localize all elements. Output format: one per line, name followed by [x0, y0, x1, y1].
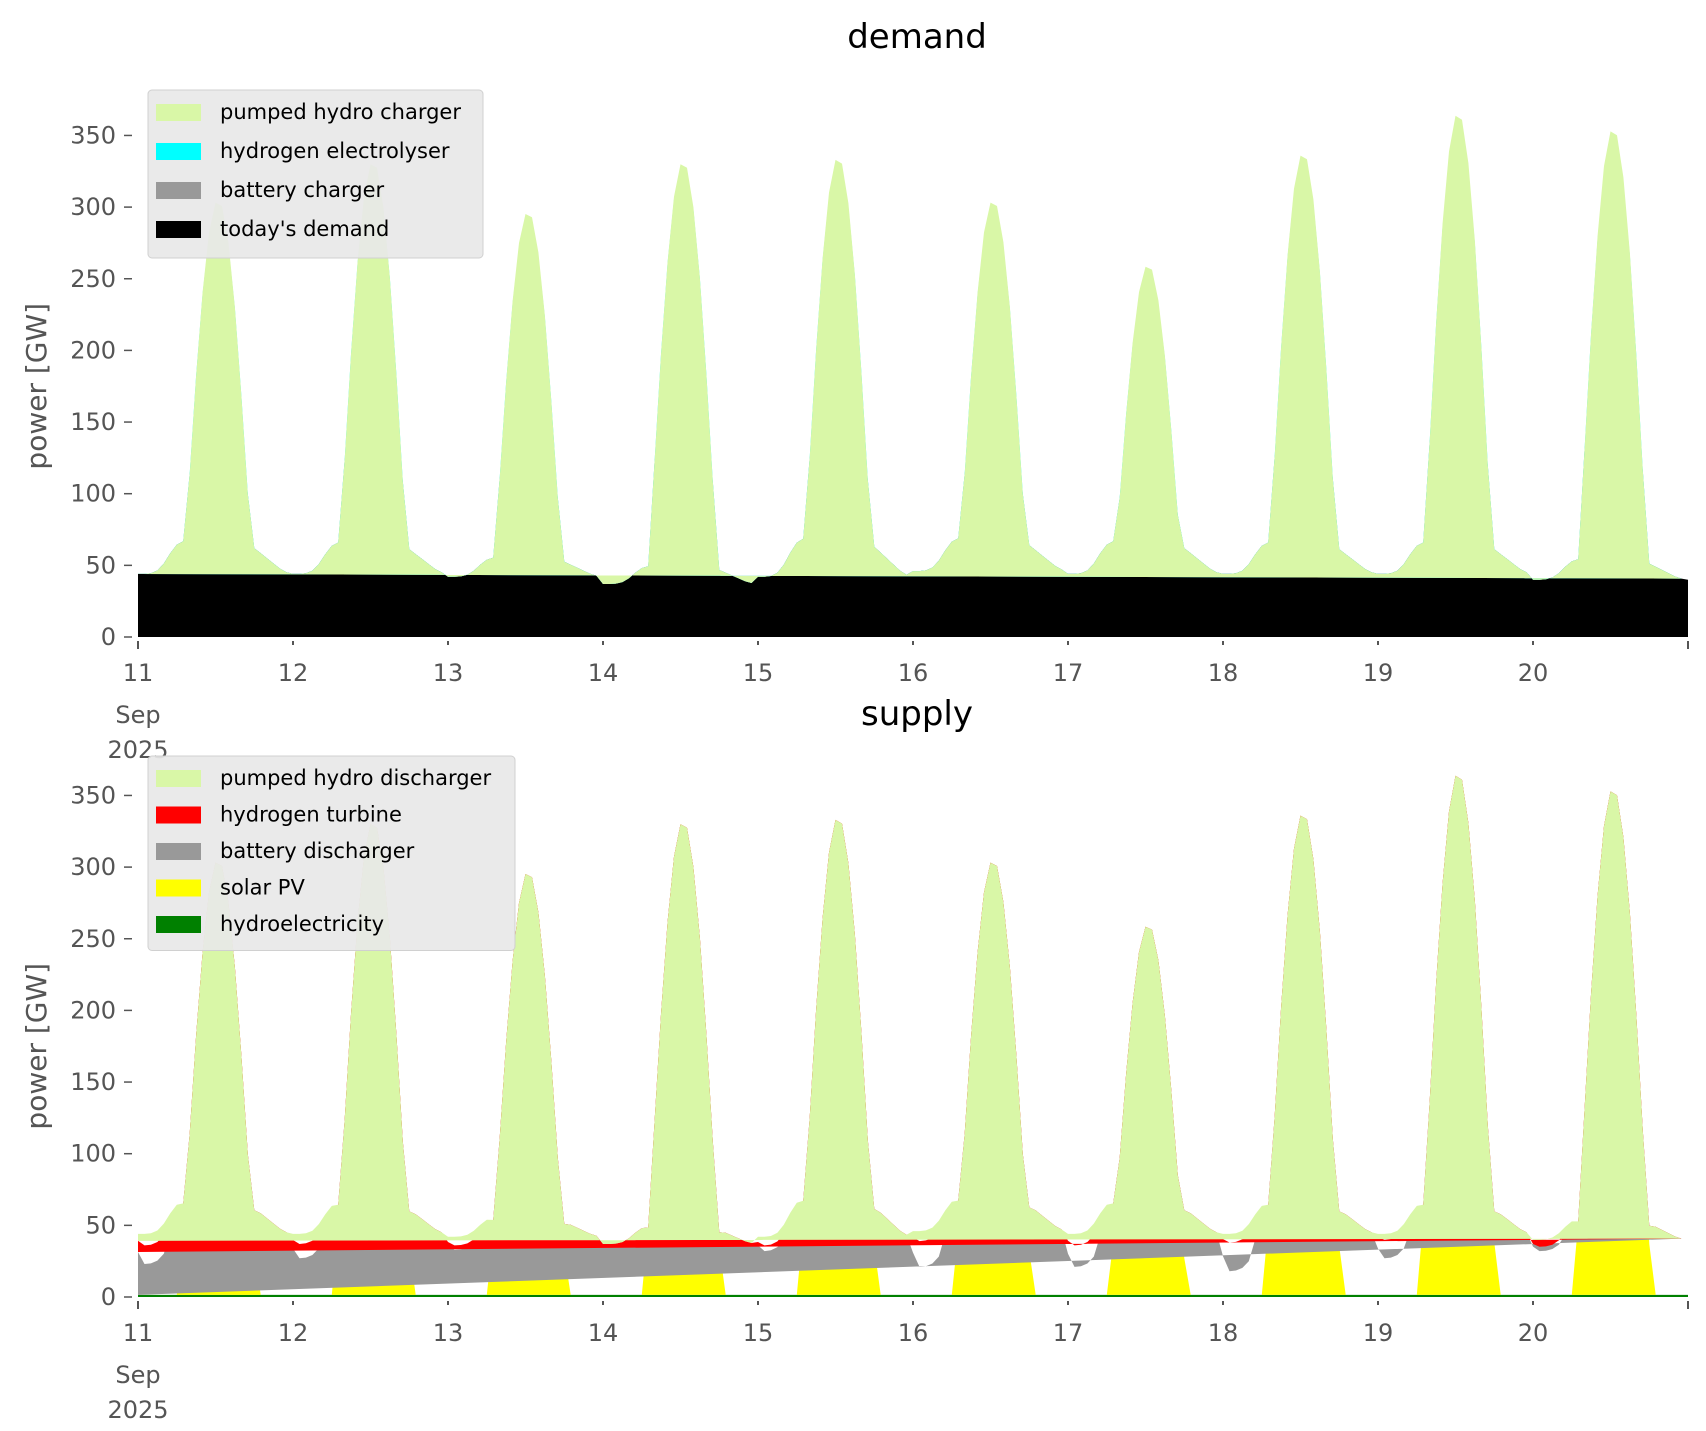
y-axis-label: power [GW]	[20, 303, 53, 470]
x-tick-label: 15	[743, 659, 774, 687]
y-tick-label: 0	[101, 1283, 116, 1311]
legend-label: hydrogen electrolyser	[220, 139, 450, 163]
area-pumped-hydro-charger	[138, 115, 1682, 584]
x-tick-label: 20	[1518, 1319, 1549, 1347]
y-tick-label: 100	[70, 1140, 116, 1168]
x-tick-label: 14	[588, 1319, 619, 1347]
legend-label: today's demand	[220, 217, 389, 241]
x-tick-label: 12	[278, 659, 309, 687]
legend-swatch	[156, 806, 201, 824]
x-tick-sublabel-month: Sep	[115, 1361, 160, 1389]
legend-label: pumped hydro discharger	[220, 766, 491, 790]
chart-title: supply	[861, 694, 973, 734]
legend-label: hydrogen turbine	[220, 803, 402, 827]
x-tick-label: 15	[743, 1319, 774, 1347]
legend-box	[147, 89, 484, 259]
legend-swatch	[156, 182, 201, 199]
legend-swatch	[156, 104, 201, 121]
x-tick-sublabel-year: 2025	[107, 1396, 168, 1424]
y-tick-label: 100	[70, 480, 116, 508]
legend-label: solar PV	[220, 876, 305, 900]
y-tick-label: 200	[70, 336, 116, 364]
x-tick-label: 11	[123, 1319, 154, 1347]
area-hydroelectricity	[138, 1294, 1688, 1297]
x-tick-label: 20	[1518, 659, 1549, 687]
y-tick-label: 300	[70, 853, 116, 881]
x-tick-label: 12	[278, 1319, 309, 1347]
legend-box	[147, 755, 516, 951]
x-tick-label: 18	[1208, 659, 1239, 687]
area-pumped-hydro-discharger	[138, 775, 1682, 1244]
legend-label: hydroelectricity	[220, 912, 384, 936]
x-tick-label: 16	[898, 659, 929, 687]
chart-title: demand	[847, 17, 987, 57]
legend-swatch	[156, 843, 201, 860]
x-tick-label: 17	[1053, 1319, 1084, 1347]
y-tick-label: 350	[70, 781, 116, 809]
y-tick-label: 300	[70, 193, 116, 221]
legend-label: battery discharger	[220, 839, 415, 863]
x-tick-label: 19	[1363, 1319, 1394, 1347]
legend-swatch	[156, 770, 201, 787]
legend-swatch	[156, 879, 201, 897]
x-tick-label: 13	[433, 1319, 464, 1347]
y-tick-label: 50	[85, 551, 116, 579]
x-tick-label: 13	[433, 659, 464, 687]
x-tick-label: 18	[1208, 1319, 1239, 1347]
x-tick-label: 14	[588, 659, 619, 687]
legend-swatch	[156, 143, 201, 160]
y-tick-label: 150	[70, 408, 116, 436]
y-axis-label: power [GW]	[20, 963, 53, 1130]
x-tick-label: 19	[1363, 659, 1394, 687]
x-tick-label: 16	[898, 1319, 929, 1347]
x-tick-label: 11	[123, 659, 154, 687]
y-tick-label: 150	[70, 1068, 116, 1096]
x-tick-sublabel-month: Sep	[115, 701, 160, 729]
y-tick-label: 50	[85, 1211, 116, 1239]
legend: pumped hydro discharger hydrogen turbine b…	[147, 755, 516, 951]
y-tick-label: 250	[70, 925, 116, 953]
legend-label: battery charger	[220, 178, 385, 202]
y-tick-label: 200	[70, 996, 116, 1024]
x-tick-label: 17	[1053, 659, 1084, 687]
y-tick-label: 0	[101, 623, 116, 651]
legend: pumped hydro charger hydrogen electrolyse…	[147, 89, 484, 259]
legend-label: pumped hydro charger	[220, 100, 461, 124]
y-tick-label: 250	[70, 265, 116, 293]
legend-swatch	[156, 916, 201, 933]
y-tick-label: 350	[70, 121, 116, 149]
legend-swatch	[156, 221, 201, 238]
